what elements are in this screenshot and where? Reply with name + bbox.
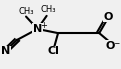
Text: +: +: [40, 21, 47, 30]
Text: N: N: [1, 46, 10, 56]
Text: Cl: Cl: [48, 46, 59, 56]
Text: N: N: [33, 24, 42, 34]
Text: O⁻: O⁻: [105, 41, 121, 51]
Text: O: O: [104, 12, 113, 22]
Text: CH₃: CH₃: [18, 7, 34, 16]
Text: CH₃: CH₃: [40, 5, 56, 14]
